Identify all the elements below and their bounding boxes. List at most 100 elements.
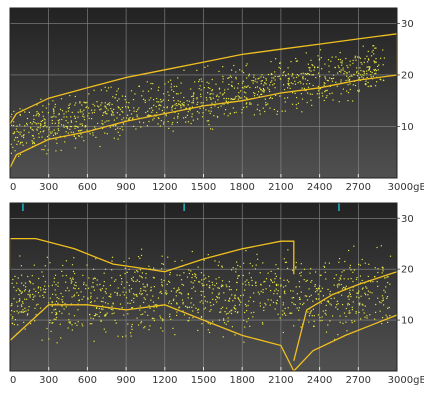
- scatter-point: [338, 70, 341, 72]
- scatter-point: [175, 93, 178, 95]
- scatter-point: [230, 98, 232, 100]
- scatter-point: [223, 97, 225, 100]
- scatter-point: [357, 292, 360, 294]
- scatter-point: [279, 62, 281, 64]
- scatter-point: [263, 91, 265, 93]
- scatter-point: [146, 285, 148, 287]
- scatter-point: [193, 93, 195, 95]
- scatter-point: [369, 291, 371, 293]
- scatter-point: [161, 263, 163, 265]
- scatter-point: [329, 303, 331, 305]
- scatter-point: [187, 104, 189, 106]
- scatter-point: [295, 104, 297, 106]
- scatter-point: [196, 103, 198, 105]
- scatter-point: [54, 132, 56, 134]
- scatter-point: [309, 272, 311, 274]
- scatter-point: [75, 125, 77, 127]
- scatter-point: [100, 308, 103, 310]
- scatter-point: [308, 288, 310, 290]
- scatter-point: [196, 110, 199, 113]
- scatter-point: [93, 277, 95, 279]
- scatter-point: [233, 87, 236, 89]
- scatter-point: [260, 88, 262, 90]
- scatter-point: [24, 298, 26, 300]
- scatter-point: [148, 114, 150, 116]
- scatter-point: [325, 97, 327, 99]
- scatter-point: [149, 268, 151, 270]
- scatter-point: [362, 70, 364, 72]
- scatter-point: [79, 123, 81, 125]
- scatter-point: [259, 110, 261, 112]
- scatter-point: [235, 71, 237, 73]
- scatter-point: [11, 282, 13, 284]
- scatter-point: [298, 296, 301, 299]
- scatter-point: [378, 301, 381, 303]
- scatter-point: [93, 340, 95, 342]
- scatter-point: [236, 281, 238, 283]
- scatter-point: [96, 279, 98, 281]
- scatter-point: [303, 268, 306, 270]
- scatter-point: [370, 85, 372, 87]
- scatter-point: [108, 104, 111, 106]
- scatter-point: [283, 89, 286, 91]
- scatter-point: [50, 132, 52, 135]
- scatter-point: [199, 301, 201, 303]
- scatter-point: [174, 104, 176, 106]
- scatter-point: [210, 305, 212, 307]
- scatter-point: [200, 272, 202, 274]
- scatter-point: [245, 65, 247, 67]
- scatter-point: [136, 279, 138, 281]
- scatter-point: [275, 275, 277, 277]
- scatter-point: [340, 71, 342, 73]
- scatter-point: [234, 295, 236, 297]
- scatter-point: [131, 328, 133, 330]
- scatter-point: [102, 114, 104, 116]
- scatter-point: [145, 290, 147, 292]
- scatter-point: [63, 308, 65, 310]
- scatter-point: [63, 126, 65, 128]
- scatter-point: [55, 316, 58, 319]
- scatter-point: [253, 292, 255, 294]
- scatter-point: [35, 314, 37, 316]
- scatter-point: [384, 291, 386, 293]
- scatter-point: [358, 89, 360, 91]
- scatter-point: [83, 109, 85, 111]
- scatter-point: [330, 60, 332, 62]
- scatter-point: [53, 112, 55, 114]
- scatter-point: [21, 291, 23, 293]
- scatter-point: [267, 103, 269, 105]
- scatter-point: [73, 284, 76, 286]
- scatter-point: [28, 291, 30, 293]
- scatter-point: [168, 127, 170, 129]
- scatter-point: [326, 79, 328, 81]
- scatter-point: [244, 281, 246, 283]
- scatter-point: [366, 287, 368, 289]
- scatter-point: [207, 87, 209, 89]
- scatter-point: [341, 288, 344, 290]
- scatter-point: [141, 293, 143, 295]
- scatter-point: [67, 110, 70, 112]
- scatter-point: [206, 99, 208, 101]
- scatter-point: [75, 281, 77, 284]
- scatter-point: [178, 292, 180, 294]
- scatter-point: [215, 83, 217, 85]
- scatter-point: [223, 318, 225, 320]
- scatter-point: [291, 301, 293, 304]
- scatter-point: [158, 117, 160, 119]
- scatter-point: [191, 113, 193, 115]
- scatter-point: [300, 263, 302, 265]
- scatter-point: [351, 309, 353, 311]
- scatter-point: [275, 58, 277, 60]
- scatter-point: [153, 306, 155, 308]
- scatter-point: [287, 73, 289, 75]
- scatter-point: [177, 117, 179, 119]
- scatter-point: [163, 112, 165, 114]
- scatter-point: [265, 79, 267, 81]
- scatter-point: [70, 126, 72, 128]
- scatter-point: [156, 304, 158, 306]
- scatter-point: [201, 283, 203, 285]
- scatter-point: [324, 82, 326, 85]
- scatter-point: [383, 304, 385, 306]
- scatter-point: [65, 131, 67, 133]
- scatter-point: [25, 286, 27, 288]
